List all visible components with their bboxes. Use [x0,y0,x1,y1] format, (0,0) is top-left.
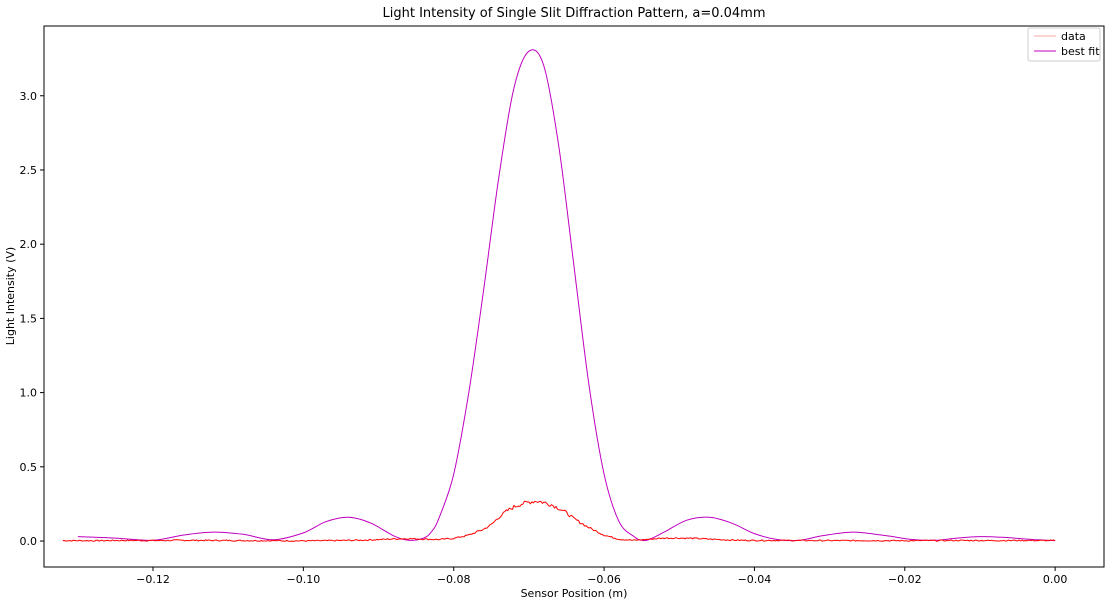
plot-frame [43,25,1105,568]
x-tick-label: −0.12 [136,573,170,586]
y-tick-label: 2.0 [20,238,38,251]
y-tick-label: 1.0 [20,387,38,400]
y-tick-label: 0.0 [20,535,38,548]
legend: data best fit [1027,27,1101,62]
x-axis-label: Sensor Position (m) [521,587,628,600]
x-tick-label: −0.04 [738,573,772,586]
series-line-data [62,500,1056,542]
chart-title: Light Intensity of Single Slit Diffracti… [383,6,766,21]
plot-area [62,49,1056,542]
y-axis-label: Light Intensity (V) [4,247,17,345]
x-tick-label: 0.00 [1043,573,1068,586]
y-tick-label: 1.5 [20,312,38,325]
legend-label-data: data [1061,30,1086,43]
x-tick-label: −0.10 [287,573,321,586]
y-tick-label: 2.5 [20,164,38,177]
x-tick-label: −0.06 [587,573,621,586]
y-tick-label: 3.0 [20,90,38,103]
x-tick-label: −0.02 [888,573,922,586]
legend-label-best-fit: best fit [1061,45,1100,58]
x-tick-label: −0.08 [437,573,471,586]
y-tick-label: 0.5 [20,461,38,474]
axes: −0.12 −0.10 −0.08 −0.06 −0.04 −0.02 0.00 0.0 0.5… [20,90,1068,586]
series-line-best-fit [77,49,1056,542]
